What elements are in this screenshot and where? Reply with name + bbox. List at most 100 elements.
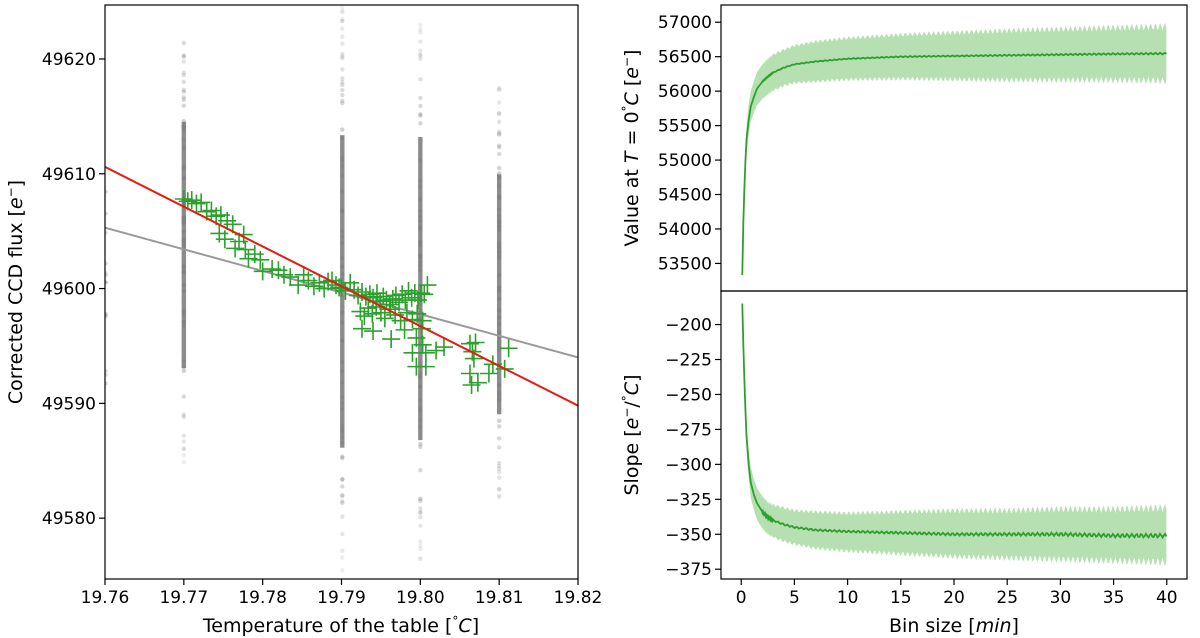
raw-point [340, 55, 345, 61]
raw-point [418, 441, 423, 447]
raw-point [496, 151, 502, 157]
binned-point-marker [236, 240, 255, 259]
raw-point [181, 240, 187, 246]
raw-point [105, 381, 108, 386]
binned-point-marker [187, 194, 206, 213]
raw-point [418, 39, 423, 44]
raw-point [340, 429, 345, 435]
raw-point [181, 137, 187, 142]
raw-point [181, 128, 187, 133]
raw-point [181, 394, 187, 399]
raw-point [418, 178, 423, 183]
raw-point [181, 229, 187, 235]
binned-point-marker [418, 276, 437, 295]
x-tick-label: 19.76 [81, 588, 130, 608]
y-tick-label: 55500 [658, 117, 712, 137]
raw-point [105, 313, 108, 317]
raw-point [496, 486, 502, 492]
raw-point [181, 412, 187, 417]
raw-point [105, 369, 108, 373]
raw-point [418, 408, 423, 413]
raw-point [418, 510, 423, 515]
y-tick-label: 49580 [42, 509, 96, 529]
raw-point [181, 166, 187, 172]
raw-point [496, 315, 502, 320]
binned-point-marker [281, 268, 300, 287]
binned-point-marker [174, 190, 193, 209]
raw-point [418, 259, 423, 264]
binned-point-marker [315, 279, 334, 298]
raw-measurement-columns [105, 5, 502, 573]
top-y-ticks: 53500 54000 54500 55000 55500 56000 56500 57000 [658, 13, 721, 274]
x-tick-label: 20 [943, 588, 965, 608]
y-tick-label: 54500 [658, 186, 712, 206]
raw-point [340, 234, 345, 239]
raw-point [496, 145, 502, 150]
raw-point [340, 440, 345, 446]
raw-point [496, 195, 502, 201]
raw-point [340, 158, 345, 164]
raw-point [340, 514, 345, 519]
raw-point [181, 124, 187, 129]
raw-point [496, 111, 502, 116]
raw-point [418, 506, 423, 511]
raw-point [418, 113, 423, 118]
raw-point [181, 368, 187, 374]
raw-point [105, 314, 108, 319]
bottom-y-axis-label: Slope [e−/°C] [620, 374, 643, 495]
raw-point [340, 156, 345, 162]
binned-point-marker [479, 364, 498, 383]
raw-point [181, 308, 187, 313]
raw-point [418, 467, 423, 473]
y-tick-label: 53500 [658, 254, 712, 274]
raw-point [181, 53, 187, 58]
raw-point [340, 424, 345, 429]
binned-point-marker [407, 357, 426, 376]
left-x-axis-label: Temperature of the table [°C] [202, 614, 479, 637]
raw-point [418, 158, 423, 163]
raw-point [105, 211, 108, 216]
raw-point [418, 405, 423, 411]
left-y-axis-label: Corrected CCD flux [e−] [4, 180, 27, 404]
raw-point [181, 175, 187, 180]
binned-point-marker [364, 322, 383, 341]
raw-point [496, 143, 502, 148]
raw-point [496, 207, 502, 212]
raw-point [340, 5, 345, 11]
raw-point [340, 26, 345, 31]
y-tick-label: 54000 [658, 220, 712, 240]
raw-point [340, 555, 345, 560]
raw-point [181, 124, 187, 129]
raw-point [418, 239, 423, 245]
raw-point [496, 487, 502, 492]
raw-point [105, 373, 108, 377]
raw-point [418, 184, 423, 189]
raw-point [496, 308, 502, 313]
raw-point [105, 273, 108, 278]
raw-point [340, 67, 345, 72]
raw-point [340, 207, 345, 212]
y-tick-label: 55000 [658, 151, 712, 171]
raw-point [340, 500, 345, 506]
left-x-ticks: 19.76 19.77 19.78 19.79 19.80 19.81 19.82 [81, 579, 602, 608]
raw-point [418, 383, 423, 389]
raw-point [496, 240, 502, 246]
raw-point [181, 215, 187, 220]
raw-point [496, 329, 502, 334]
raw-point [340, 92, 345, 98]
raw-point [340, 359, 345, 365]
raw-point [418, 214, 423, 219]
raw-point [340, 492, 345, 498]
raw-point [181, 319, 187, 325]
binned-point-marker [403, 343, 422, 362]
raw-point [340, 18, 345, 24]
raw-point [105, 271, 108, 275]
raw-point [418, 56, 423, 61]
raw-point [181, 446, 187, 452]
raw-point [340, 454, 345, 459]
raw-point [496, 194, 502, 199]
raw-point [418, 77, 423, 82]
raw-point [181, 144, 187, 150]
raw-point [496, 285, 502, 290]
binned-point-marker [178, 192, 197, 211]
